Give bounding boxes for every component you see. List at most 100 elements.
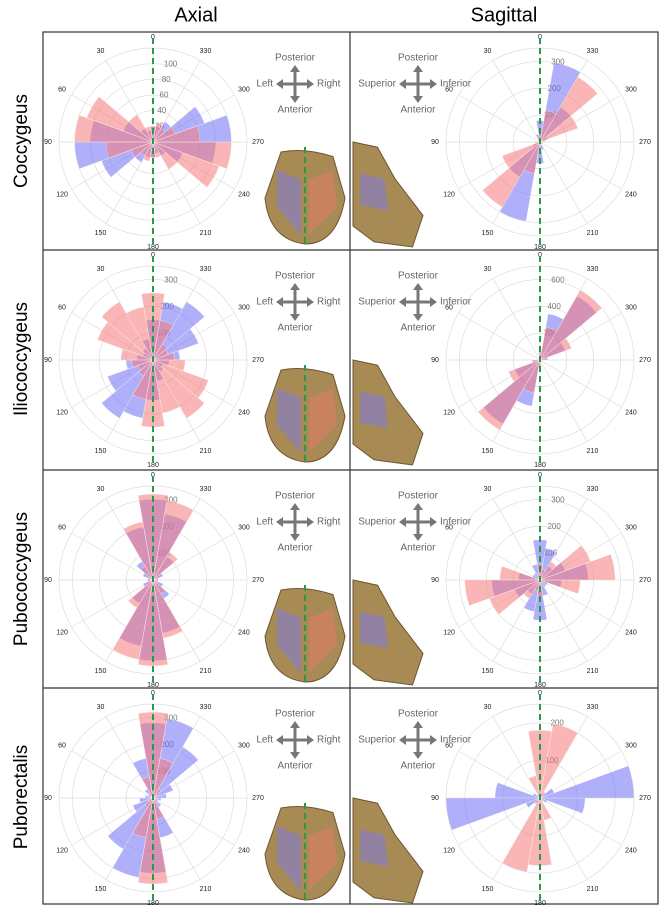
rose-sector [143,141,154,162]
rose-sector [539,723,578,799]
theta-tick-label: 0 [151,690,155,697]
theta-tick-label: 210 [200,448,212,455]
theta-tick-label: 30 [484,704,492,711]
theta-tick-label: 150 [482,448,494,455]
theta-tick-label: 180 [147,900,159,905]
rose-sector [152,122,163,143]
anatomy-shade [309,170,337,235]
compass-label: Anterior [277,761,313,772]
rose-sector [464,579,541,606]
theta-tick-label: 90 [431,795,439,802]
row-label: Coccygeus [11,94,32,188]
rose-sector [539,76,598,143]
theta-tick-label: 0 [538,690,542,697]
rose-sector [539,788,555,799]
theta-tick-label: 330 [200,48,212,55]
grid-spoke [458,94,541,143]
rose-sector [539,110,557,143]
compass-label: Anterior [400,105,436,116]
theta-tick-label: 300 [625,86,637,93]
anatomy-shade [360,829,388,867]
theta-tick-label: 0 [151,34,155,41]
theta-tick-label: 90 [44,577,52,584]
theta-tick-label: 120 [443,191,455,198]
grid-spoke [71,750,154,799]
theta-tick-label: 180 [534,682,546,689]
theta-tick-label: 150 [482,230,494,237]
theta-tick-label: 180 [147,682,159,689]
grid-spoke [458,312,541,361]
compass-label: Anterior [277,323,313,334]
rose-sector [152,301,205,361]
theta-tick-label: 180 [534,462,546,469]
theta-tick-label: 270 [252,357,264,364]
theta-tick-label: 300 [238,742,250,749]
theta-tick-label: 60 [58,304,66,311]
theta-tick-label: 210 [587,230,599,237]
rose-sector [152,359,209,399]
rose-sector [101,301,154,361]
theta-tick-label: 90 [431,577,439,584]
theta-tick-label: 150 [482,668,494,675]
compass-label: Inferior [440,517,472,528]
rose-sector [539,797,552,821]
r-tick-label: 400 [547,302,561,311]
theta-tick-label: 270 [639,795,651,802]
rose-sector [142,776,154,799]
grid-spoke [152,532,235,581]
theta-tick-label: 270 [252,795,264,802]
r-tick-label: 600 [551,275,565,284]
r-tick-label: 60 [160,91,169,100]
theta-tick-label: 60 [445,304,453,311]
grid-spoke [458,532,541,581]
rose-sector [152,500,194,581]
grid-spoke [539,141,622,190]
anatomy-image [352,141,424,248]
rose-sector [523,359,541,394]
rose-sector [130,141,154,158]
compass-label: Inferior [440,735,472,746]
theta-tick-label: 180 [534,900,546,905]
theta-tick-label: 300 [625,524,637,531]
grid-spoke [71,532,154,581]
theta-tick-label: 300 [625,304,637,311]
r-tick-label: 300 [551,495,565,504]
theta-tick-label: 300 [238,524,250,531]
compass-label: Posterior [275,491,316,502]
rose-sector [148,793,154,799]
theta-tick-label: 60 [445,524,453,531]
grid-spoke [539,359,588,442]
theta-tick-label: 240 [625,191,637,198]
r-tick-label: 300 [164,275,178,284]
theta-tick-label: 30 [97,486,105,493]
theta-tick-label: 240 [625,629,637,636]
grid-spoke [492,60,541,143]
compass-label: Superior [358,79,396,90]
theta-tick-label: 330 [200,486,212,493]
compass-label: Left [256,517,273,528]
theta-tick-label: 210 [200,668,212,675]
theta-tick-label: 90 [44,139,52,146]
row-label: Puborectalis [11,745,32,850]
theta-tick-label: 0 [538,252,542,259]
rose-sector [152,126,176,143]
grid-spoke [152,797,235,846]
theta-tick-label: 270 [252,139,264,146]
rose-sector [489,579,541,615]
theta-tick-label: 120 [443,847,455,854]
theta-tick-label: 0 [151,472,155,479]
theta-tick-label: 60 [58,742,66,749]
compass-label: Posterior [398,271,439,282]
grid-spoke [458,797,541,846]
theta-tick-label: 0 [538,472,542,479]
compass-label: Anterior [400,323,436,334]
theta-tick-label: 120 [56,409,68,416]
compass-label: Inferior [440,297,472,308]
grid-spoke [152,579,235,628]
compass-label: Right [317,297,341,308]
rose-sector [525,797,541,808]
anatomy-shade [277,608,301,673]
theta-tick-label: 150 [95,668,107,675]
rose-sector [445,797,541,831]
theta-tick-label: 0 [538,34,542,41]
